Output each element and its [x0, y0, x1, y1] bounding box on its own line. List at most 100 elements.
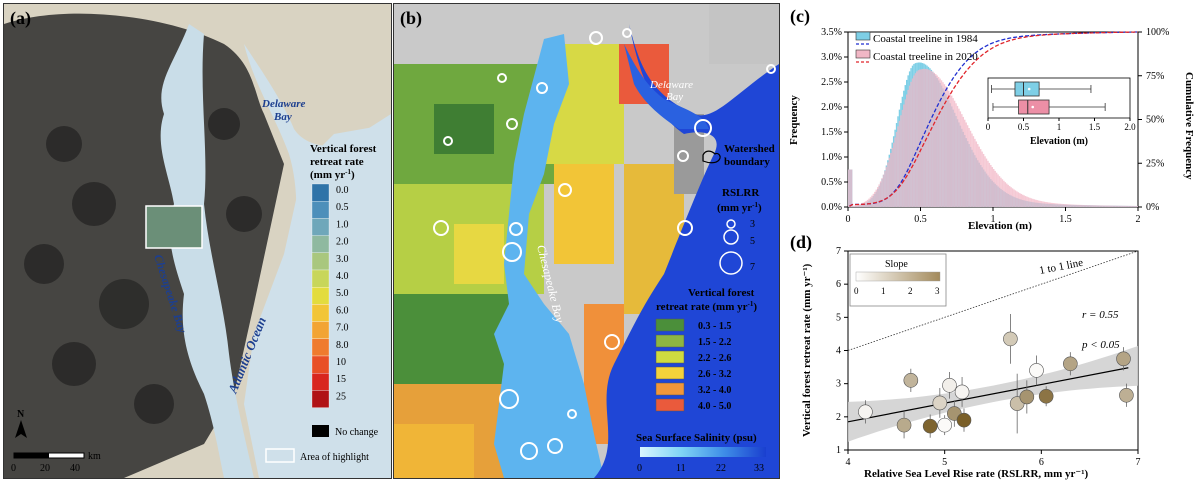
- y-tick-label-d: 1: [836, 445, 841, 456]
- histogram-bar: [964, 119, 966, 207]
- histogram-bar: [1039, 200, 1041, 207]
- histogram-bar: [904, 99, 906, 207]
- slope-tick-2: 2: [908, 286, 913, 296]
- histogram-bar: [1087, 205, 1089, 207]
- delaware-bay-label-a-2: Bay: [273, 111, 292, 123]
- legend-1984-label: Coastal treeline in 1984: [873, 33, 978, 45]
- x-tick-label-d: 7: [1136, 457, 1141, 468]
- panel-b-svg: (b) Delaware Bay Chesapeake Bay Watershe…: [394, 4, 779, 478]
- scatter-point: [922, 418, 938, 434]
- scatter-point: [954, 384, 970, 400]
- y-tick-label-c: 2.0%: [821, 102, 842, 113]
- histogram-bar: [1113, 205, 1115, 207]
- rslrr-circles: [433, 28, 776, 460]
- retreat-class-label: 2.6 - 3.2: [698, 369, 731, 380]
- cdf-lines: [849, 31, 1138, 207]
- regression-line: [847, 367, 1129, 423]
- histogram-bar: [849, 169, 851, 207]
- histogram-bar: [981, 151, 983, 207]
- y2-tick-label-c: 100%: [1146, 27, 1169, 38]
- delaware-bay-label-a-1: Delaware: [261, 98, 306, 110]
- north-label: N: [17, 409, 25, 420]
- histogram-bar: [984, 156, 986, 207]
- histogram-bar: [1069, 204, 1072, 207]
- histogram-bar: [1064, 204, 1066, 207]
- legend-a-tick: 4.0: [336, 271, 349, 282]
- histogram-bar: [1071, 204, 1073, 207]
- scale-tick-0: 0: [11, 463, 16, 474]
- legend-a-tick: 3.0: [336, 254, 349, 265]
- y-tick-label-c: 0.0%: [821, 202, 842, 213]
- histogram-bar: [1024, 196, 1027, 207]
- panel-c-axes: 0 0.5 1 1.5 2 0.0% 0.5% 1.0% 1.5% 2.0% 2.5% 3.0% 3.5…: [821, 27, 1169, 225]
- panel-d-label: (d): [790, 232, 812, 253]
- x-tick-label-c: 0.5: [914, 214, 927, 225]
- histogram-bar: [868, 198, 870, 207]
- watershed-label-1: Watershed: [724, 143, 775, 155]
- histogram-bar: [1059, 203, 1062, 207]
- histogram-bar: [1123, 205, 1125, 207]
- legend-a-tick: 6.0: [336, 305, 349, 316]
- histogram-bar: [1097, 205, 1099, 207]
- histogram-bar: [1035, 199, 1037, 207]
- scatter-point: [1116, 351, 1131, 367]
- panel-c-xlabel: Elevation (m): [968, 220, 1032, 232]
- legend-a-tick: 1.0: [336, 219, 349, 230]
- histogram-bar: [1027, 197, 1030, 207]
- x-tick-label-d: 5: [942, 457, 947, 468]
- histogram-bar: [877, 187, 879, 207]
- histogram-bar: [935, 74, 937, 207]
- histogram-bar: [906, 94, 908, 207]
- y-tick-label-d: 5: [836, 312, 841, 323]
- salinity-title: Sea Surface Salinity (psu): [636, 432, 757, 444]
- histogram-bar: [988, 162, 991, 207]
- legend-a-tick: 0.0: [336, 185, 349, 196]
- histogram-bar: [920, 69, 922, 207]
- histogram-bar: [1019, 193, 1021, 207]
- retreat-class-swatch: [655, 398, 685, 412]
- histogram-bar: [1013, 189, 1015, 207]
- histogram-bar: [895, 131, 898, 207]
- retreat-class-swatch: [655, 318, 685, 332]
- histogram-bar: [1133, 205, 1136, 207]
- histogram-bar: [1037, 200, 1040, 207]
- histogram-bar: [946, 88, 949, 207]
- y-tick-label-d: 2: [836, 412, 841, 423]
- histogram-bar: [1074, 204, 1076, 207]
- histogram-bar: [890, 152, 892, 207]
- y-tick-label-d: 4: [836, 346, 841, 357]
- histogram-bar: [958, 108, 960, 207]
- y2-tick-label-c: 50%: [1146, 115, 1164, 126]
- histogram-bar: [874, 191, 876, 207]
- inset-frame: [987, 77, 1131, 119]
- y-tick-label-c: 1.0%: [821, 152, 842, 163]
- histogram-bar: [888, 157, 891, 207]
- y2-tick-label-c: 75%: [1146, 71, 1164, 82]
- slope-tick-3: 3: [935, 286, 940, 296]
- legend-a-title-1: Vertical forest: [310, 143, 377, 155]
- highlight-swatch: [265, 448, 295, 463]
- histogram-bar: [887, 162, 889, 207]
- inset-xlabel: Elevation (m): [1030, 136, 1088, 147]
- legend-a-swatch: [311, 287, 330, 305]
- retreat-title-2: retreat rate (mm yr-1): [656, 300, 757, 313]
- histogram-bar: [848, 169, 850, 207]
- histogram-bar: [881, 178, 883, 207]
- histogram-bar: [1082, 204, 1085, 207]
- histogram-bar: [901, 109, 904, 207]
- histogram-bar: [1052, 203, 1054, 207]
- scatter-point: [1003, 331, 1018, 347]
- histogram-bar: [1084, 205, 1086, 207]
- gray-land-b: [709, 4, 779, 64]
- histogram-bar: [977, 144, 979, 207]
- panel-b-map: (b) Delaware Bay Chesapeake Bay Watershe…: [393, 3, 780, 479]
- panel-a-map: (a) Delaware Bay Chesapeake Bay Atlantic…: [3, 3, 392, 479]
- histogram-bar: [1098, 205, 1101, 207]
- histogram-bar: [919, 69, 921, 207]
- x-tick-label-c: 2: [1136, 214, 1141, 225]
- histogram-bar: [913, 75, 915, 207]
- salinity-colorbar: [640, 447, 766, 457]
- histogram-bar: [1126, 205, 1128, 207]
- histogram-bar: [1122, 205, 1124, 207]
- legend-a-tick: 8.0: [336, 340, 349, 351]
